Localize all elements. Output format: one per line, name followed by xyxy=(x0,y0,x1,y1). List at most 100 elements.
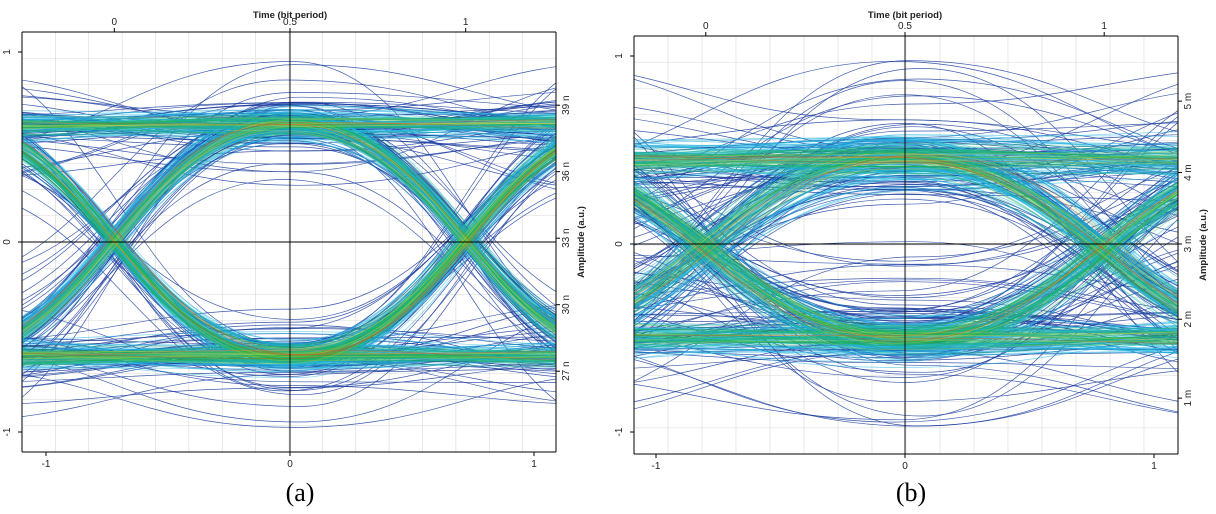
eye-trace xyxy=(22,157,556,363)
eye-trace xyxy=(22,342,556,352)
eye-trace xyxy=(634,169,1178,174)
eye-trace xyxy=(634,135,1178,312)
eye-trace xyxy=(634,156,1178,305)
eye-trace xyxy=(22,151,556,354)
eye-trace xyxy=(634,330,1178,334)
eye-trace xyxy=(634,191,1178,363)
eye-trace xyxy=(22,356,556,366)
eye-trace xyxy=(634,191,1178,342)
eye-trace xyxy=(634,189,1178,355)
eye-trace xyxy=(634,136,1178,161)
eye-trace xyxy=(22,351,556,359)
eye-trace xyxy=(634,199,1178,331)
eye-trace xyxy=(634,333,1178,350)
eye-trace xyxy=(22,151,556,357)
eye-trace xyxy=(634,332,1178,337)
left-tick-label: -1 xyxy=(614,427,625,436)
eye-trace xyxy=(634,203,1178,343)
eye-trace xyxy=(22,141,556,365)
eye-trace xyxy=(22,119,556,328)
eye-trace xyxy=(22,121,556,128)
eye-trace xyxy=(22,148,556,353)
eye-trace xyxy=(634,165,1178,175)
eye-trace xyxy=(22,118,556,346)
eye-trace xyxy=(22,147,556,363)
eye-trace xyxy=(634,325,1178,338)
eye-trace xyxy=(22,151,556,363)
eye-trace xyxy=(634,312,1178,319)
eye-trace xyxy=(22,159,556,365)
eye-trace xyxy=(634,212,1178,333)
eye-trace xyxy=(634,155,1178,165)
eye-trace xyxy=(22,124,556,333)
eye-trace xyxy=(634,330,1178,342)
eye-trace xyxy=(22,143,556,341)
eye-trace xyxy=(22,120,556,331)
eye-trace xyxy=(634,351,1178,427)
eye-trace xyxy=(634,72,1178,177)
eye-trace xyxy=(22,368,556,382)
eye-trace xyxy=(634,196,1178,349)
eye-trace xyxy=(22,350,556,359)
eye-trace xyxy=(634,187,1178,333)
eye-trace xyxy=(634,157,1178,295)
eye-trace xyxy=(634,157,1178,315)
eye-trace xyxy=(634,199,1178,340)
eye-trace xyxy=(634,204,1178,342)
eye-trace xyxy=(22,115,556,325)
eye-trace xyxy=(634,151,1178,303)
eye-trace xyxy=(634,152,1178,166)
eye-trace xyxy=(634,168,1178,300)
eye-trace xyxy=(22,118,556,130)
eye-trace xyxy=(22,121,556,327)
eye-trace xyxy=(22,157,556,359)
eye-trace xyxy=(22,117,556,128)
eye-trace xyxy=(634,152,1178,176)
eye-trace xyxy=(634,200,1178,351)
eye-trace xyxy=(634,80,1178,294)
eye-trace xyxy=(22,105,556,398)
axes: -1 0 1 1 0 -1 0 0.5 1 Time (bit period) 39 n 36 n 33… xyxy=(2,10,587,470)
eye-trace xyxy=(22,96,556,358)
eye-trace xyxy=(22,122,556,331)
eye-trace xyxy=(22,147,556,357)
top-tick-label: 0 xyxy=(703,21,709,32)
eye-trace xyxy=(22,122,556,333)
eye-trace xyxy=(22,121,556,130)
eye-trace xyxy=(634,329,1178,347)
eye-trace xyxy=(634,148,1178,305)
right-tick-label: 36 n xyxy=(561,162,572,181)
eye-trace xyxy=(634,182,1178,299)
eye-trace xyxy=(634,112,1178,285)
eye-trace xyxy=(22,146,556,353)
eye-trace xyxy=(22,120,556,124)
eye-trace xyxy=(22,117,556,125)
eye-trace xyxy=(634,327,1178,336)
eye-trace xyxy=(22,348,556,371)
eye-trace xyxy=(634,150,1178,167)
eye-trace xyxy=(22,154,556,363)
eye-trace xyxy=(634,188,1178,336)
eye-trace xyxy=(634,162,1178,191)
eye-trace xyxy=(634,156,1178,292)
eye-trace xyxy=(22,113,556,319)
eye-trace xyxy=(22,140,556,360)
eye-trace xyxy=(22,355,556,360)
eye-trace xyxy=(634,143,1178,285)
eye-trace xyxy=(634,191,1178,325)
eye-trace xyxy=(22,351,556,362)
eye-trace xyxy=(22,353,556,359)
eye-trace xyxy=(22,139,556,360)
eye-trace xyxy=(634,157,1178,168)
eye-trace xyxy=(634,208,1178,378)
eye-trace xyxy=(22,145,556,364)
eye-trace xyxy=(22,149,556,352)
eye-trace xyxy=(634,329,1178,355)
eye-trace xyxy=(634,219,1178,349)
eye-trace xyxy=(22,337,556,404)
eye-trace xyxy=(634,279,1178,320)
eye-trace xyxy=(634,145,1178,293)
eye-trace xyxy=(22,121,556,334)
eye-trace xyxy=(22,152,556,353)
eye-trace xyxy=(634,184,1178,342)
